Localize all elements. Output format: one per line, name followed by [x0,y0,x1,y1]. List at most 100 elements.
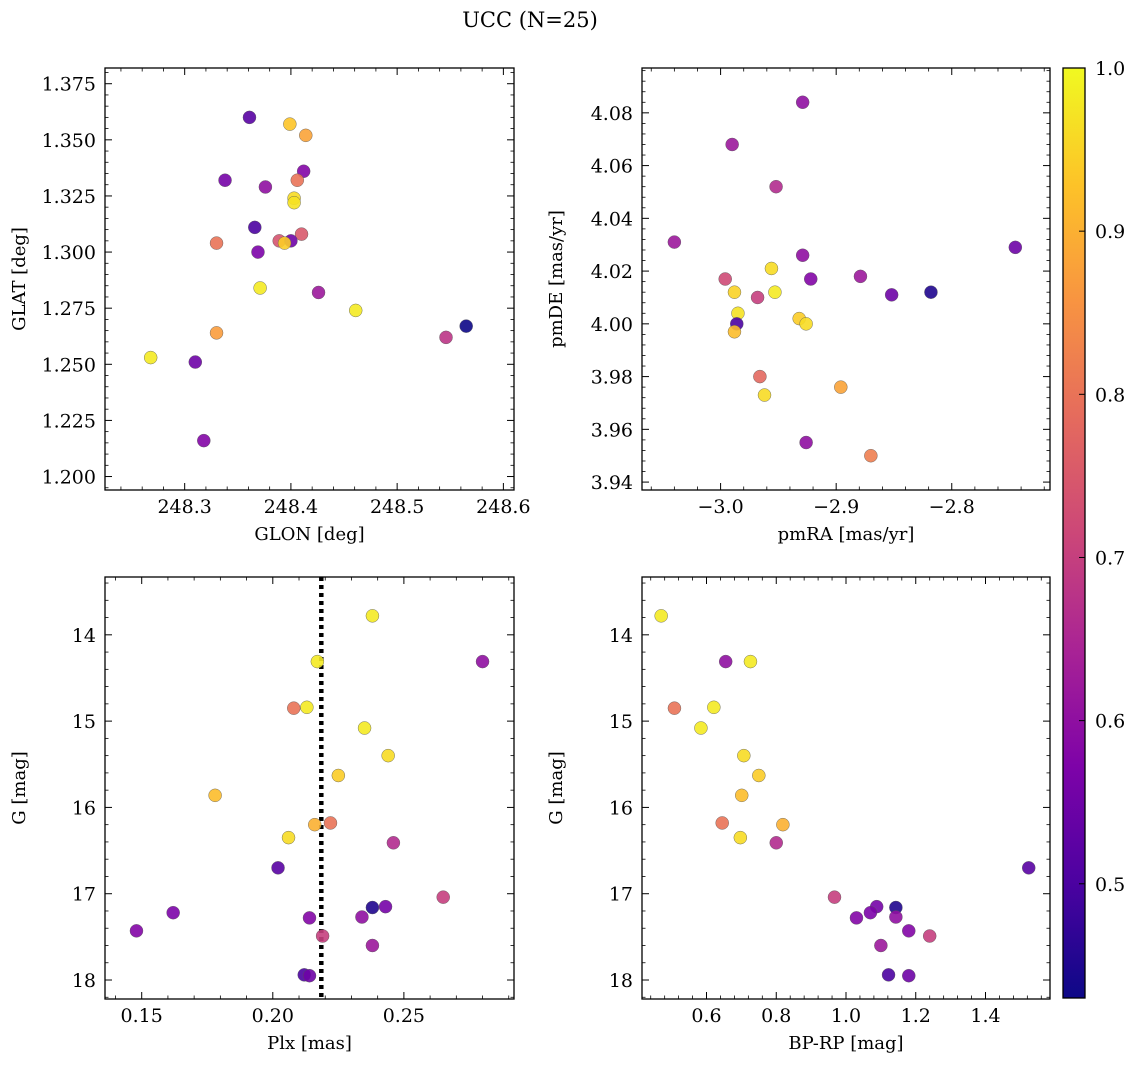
panel-1: 248.3 248.4 248.5 248.6 1.200 1.225 1.250 1.275… [9,67,531,545]
data-point [355,910,369,924]
data-point [277,236,292,250]
x-tick-label: 248.3 [157,496,211,518]
data-point [694,721,708,735]
data-point [769,179,783,194]
data-point [386,836,401,850]
y-tick-label: 1.200 [42,467,96,489]
y-tick-label: 17 [609,884,633,906]
data-point [253,281,267,295]
data-point [715,816,729,830]
data-point [733,830,748,845]
data-point [764,261,779,276]
y-tick-label: 3.94 [591,472,633,494]
data-point [209,236,224,250]
data-point [725,137,739,152]
colorbar-tick-label: 0.9 [1095,221,1125,243]
y-tick-label: 14 [609,625,633,647]
data-point [302,911,317,925]
data-point [283,117,297,131]
colorbar-tick-label: 0.8 [1095,384,1125,406]
data-point [667,701,682,715]
x-tick-label: 1.0 [831,1005,861,1027]
x-tick-label: 248.4 [264,496,318,518]
data-point [799,435,813,450]
data-point [834,380,848,394]
data-point [439,330,453,345]
data-point [753,369,767,384]
data-point [902,924,916,938]
data-point [323,816,338,830]
data-point [874,938,888,953]
y-tick-label: 16 [609,797,633,819]
data-point [436,890,450,904]
figure-title: UCC (N=25) [462,8,598,32]
data-point [287,195,301,210]
data-point [188,355,202,369]
y-tick-label: 18 [72,970,96,992]
data-point [271,861,285,875]
data-point [750,290,765,305]
data-point [849,911,864,925]
plot-frame [104,576,515,1000]
data-point [310,654,325,669]
x-tick-label: 0.20 [252,1005,294,1027]
data-point [311,285,326,300]
data-point [902,968,916,983]
data-point [752,768,766,783]
y-axis-label: G [mag] [546,751,567,824]
data-point [208,788,222,803]
y-tick-label: 14 [72,625,96,647]
data-point [804,272,818,286]
data-point [654,609,668,623]
x-tick-label: −2.8 [929,496,975,518]
data-point [242,110,257,125]
y-tick-label: 4.06 [591,156,633,178]
y-tick-label: 15 [609,711,633,733]
data-point [287,701,301,715]
x-tick-label: 0.15 [121,1005,163,1027]
x-axis-label: BP-RP [mag] [788,1033,903,1054]
data-point [300,700,314,715]
colorbar-tick-label: 0.5 [1095,874,1125,896]
data-point [365,900,380,915]
y-tick-label: 4.00 [591,314,633,336]
data-point [737,748,751,763]
x-tick-label: 0.25 [383,1005,425,1027]
colorbar-tick-label: 1.0 [1095,58,1125,80]
data-point [922,929,937,943]
data-point [1008,240,1023,255]
data-point [143,350,158,365]
data-point [757,388,772,402]
data-point [864,449,878,463]
x-tick-label: 1.4 [970,1005,1000,1027]
data-point [166,906,180,920]
y-tick-label: 1.225 [42,410,96,432]
y-axis-label: GLAT [deg] [9,227,30,331]
y-tick-label: 3.96 [591,419,633,441]
y-tick-label: 17 [72,884,96,906]
x-tick-label: 0.6 [691,1005,721,1027]
y-tick-label: 15 [72,711,96,733]
data-point [365,938,380,953]
data-point [258,180,273,194]
x-tick-label: 1.2 [901,1005,931,1027]
y-tick-label: 4.04 [591,208,633,230]
data-point [735,788,749,803]
data-point [378,899,393,914]
data-point [294,227,309,241]
y-tick-label: 18 [609,970,633,992]
x-axis-label: Plx [mas] [267,1033,352,1054]
data-point [827,890,842,904]
panel-2: −3.0 −2.9 −2.8 3.94 3.96 3.98 4.00 4.02 4.04 4.06… [546,67,1051,545]
colorbar-gradient [1062,67,1086,999]
colorbar-tick-label: 0.7 [1095,547,1125,569]
data-point [853,269,868,284]
colorbar-tick-label: 0.6 [1095,711,1125,733]
panels: 248.3 248.4 248.5 248.6 1.200 1.225 1.250 1.275… [9,67,1051,1054]
data-point [795,95,810,109]
plot-frame [641,576,1051,1000]
x-tick-label: 248.5 [370,496,424,518]
data-point [743,654,758,669]
data-point [331,768,346,783]
